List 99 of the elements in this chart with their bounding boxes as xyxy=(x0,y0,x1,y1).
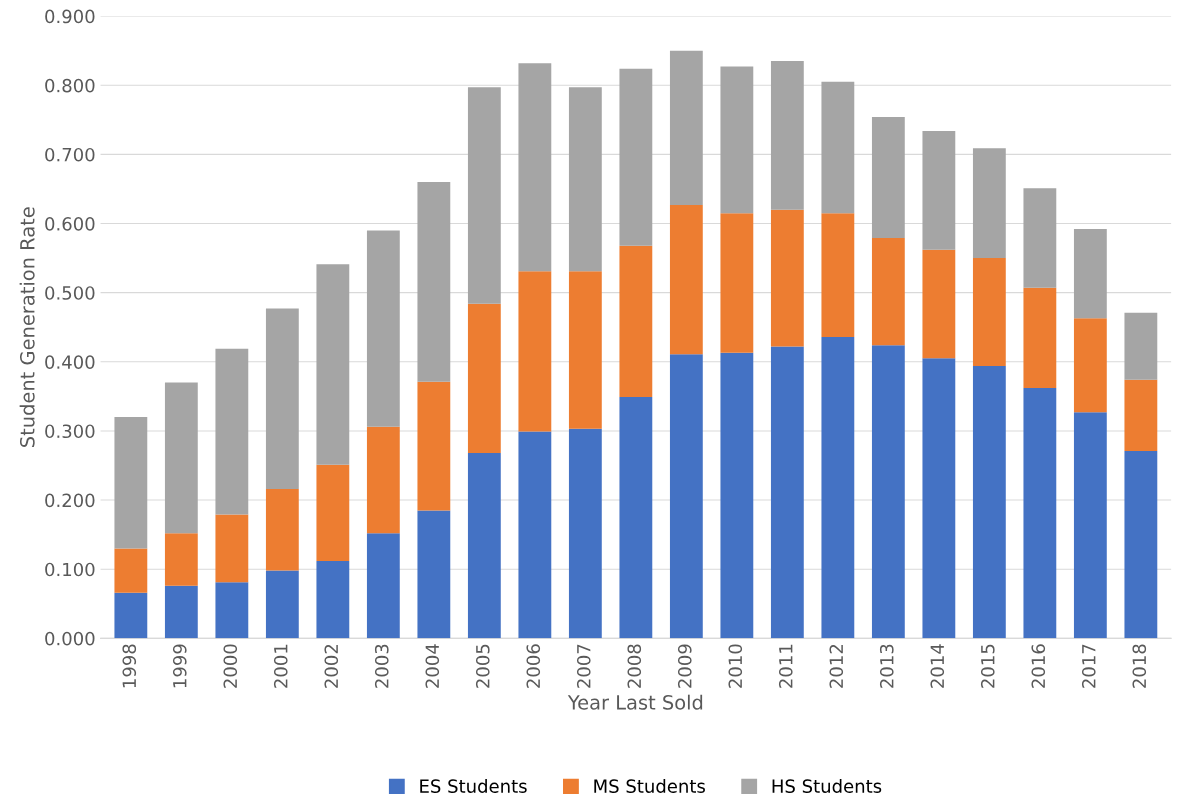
y-tick-label: 0.000 xyxy=(45,631,95,646)
bar xyxy=(215,514,249,583)
bar xyxy=(568,271,602,429)
bar xyxy=(669,50,703,205)
bar xyxy=(770,346,804,639)
bar xyxy=(467,453,501,639)
x-tick-label: 2010 xyxy=(728,644,743,688)
x-tick-label: 2007 xyxy=(576,644,591,688)
bar xyxy=(1124,312,1158,380)
bar xyxy=(821,81,855,214)
legend-label: ES Students xyxy=(420,779,527,793)
bar xyxy=(215,582,249,639)
bar xyxy=(164,533,198,586)
bar xyxy=(1023,388,1057,639)
bar xyxy=(568,428,602,639)
y-tick-label: 0.400 xyxy=(45,355,95,369)
bar xyxy=(619,245,653,398)
bar xyxy=(871,238,905,346)
x-tick-label: 2018 xyxy=(1132,644,1147,688)
x-tick-label: 2006 xyxy=(526,644,541,688)
bar xyxy=(720,213,754,353)
bar xyxy=(215,348,249,515)
bar xyxy=(316,464,350,561)
bar xyxy=(366,230,400,427)
bar xyxy=(518,431,552,639)
x-tick-label: 2002 xyxy=(324,644,339,688)
y-tick-label: 0.900 xyxy=(45,9,95,24)
bar xyxy=(821,213,855,337)
x-tick-label: 1998 xyxy=(122,644,137,688)
x-tick-label: 2000 xyxy=(223,644,238,688)
bar xyxy=(770,61,804,210)
bar xyxy=(1073,318,1107,413)
legend-label: HS Students xyxy=(772,779,882,793)
bar xyxy=(720,66,754,214)
bar xyxy=(417,381,451,511)
bar xyxy=(1073,412,1107,639)
bar xyxy=(316,560,350,639)
bar xyxy=(669,204,703,355)
bar xyxy=(922,358,956,639)
x-tick-label: 2009 xyxy=(677,644,692,688)
x-tick-label: 2015 xyxy=(980,644,995,688)
bar xyxy=(972,148,1006,259)
bar xyxy=(568,87,602,272)
x-axis-title: Year Last Sold xyxy=(567,694,703,710)
y-tick-label: 0.800 xyxy=(45,78,95,93)
bar xyxy=(669,354,703,639)
bar xyxy=(1023,287,1057,389)
bar xyxy=(366,533,400,639)
bar xyxy=(518,63,552,272)
bar xyxy=(417,182,451,382)
bar xyxy=(720,352,754,639)
y-tick-label: 0.600 xyxy=(45,217,95,231)
bar xyxy=(619,397,653,639)
bar xyxy=(164,585,198,639)
bar xyxy=(1124,379,1158,451)
bar xyxy=(1073,229,1107,319)
bar xyxy=(871,117,905,239)
x-tick-label: 2008 xyxy=(627,644,642,688)
x-tick-label: 2003 xyxy=(374,644,389,688)
x-tick-label: 2017 xyxy=(1081,644,1096,688)
x-tick-label: 2005 xyxy=(475,644,490,688)
y-axis-title: Student Generation Rate xyxy=(19,207,35,447)
x-tick-label: 1999 xyxy=(172,644,187,688)
bar xyxy=(1023,188,1057,288)
x-tick-label: 2014 xyxy=(930,644,945,688)
y-tick-label: 0.300 xyxy=(45,424,95,439)
bar xyxy=(265,570,299,639)
x-tick-label: 2011 xyxy=(778,644,793,688)
x-tick-label: 2016 xyxy=(1031,644,1046,688)
y-tick-label: 0.700 xyxy=(45,147,95,162)
bar xyxy=(316,264,350,465)
bar xyxy=(619,68,653,246)
bar xyxy=(770,209,804,347)
bar xyxy=(1124,450,1158,639)
bar xyxy=(972,365,1006,639)
bar xyxy=(871,345,905,639)
bar xyxy=(972,258,1006,366)
bar xyxy=(265,489,299,571)
bar xyxy=(114,548,148,593)
bar xyxy=(265,308,299,489)
bar xyxy=(821,336,855,639)
y-tick-label: 0.100 xyxy=(45,562,95,577)
bar xyxy=(114,592,148,639)
bar xyxy=(467,303,501,454)
x-tick-label: 2001 xyxy=(273,644,288,688)
x-tick-label: 2012 xyxy=(829,644,844,688)
bar xyxy=(922,130,956,250)
bar xyxy=(114,417,148,549)
bar xyxy=(164,382,198,534)
y-tick-label: 0.500 xyxy=(45,286,95,300)
legend-label: MS Students xyxy=(594,779,705,793)
bar xyxy=(467,87,501,304)
bar xyxy=(922,249,956,359)
x-tick-label: 2004 xyxy=(425,644,440,688)
bar xyxy=(366,426,400,534)
y-tick-label: 0.200 xyxy=(45,493,95,508)
x-tick-label: 2013 xyxy=(879,644,894,688)
bar xyxy=(417,510,451,639)
bar xyxy=(518,271,552,432)
